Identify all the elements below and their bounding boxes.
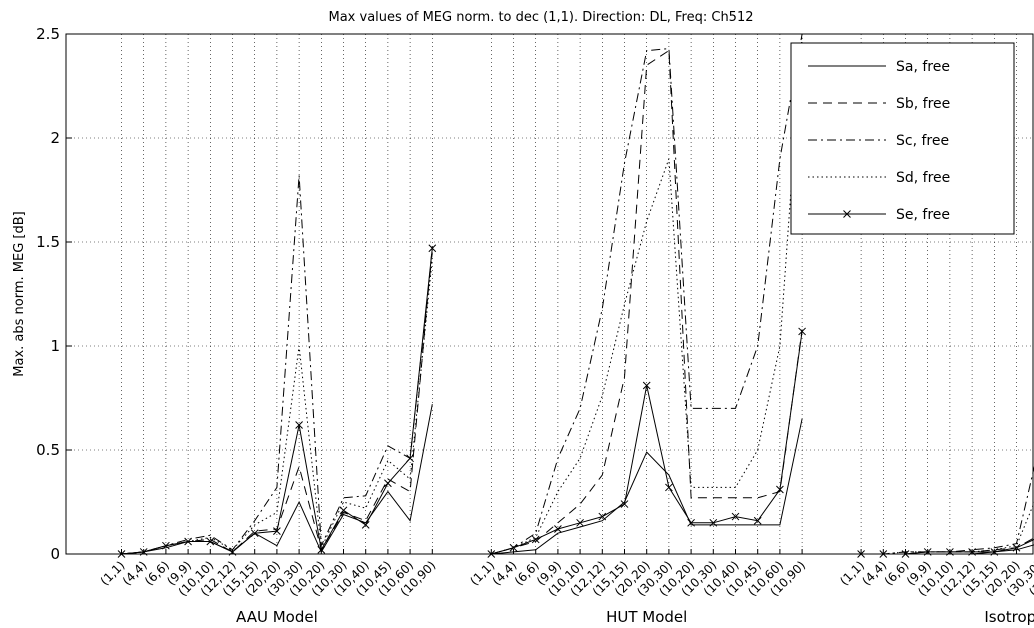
- data-point: [554, 525, 562, 533]
- legend-entry: Sc, free: [896, 133, 949, 149]
- data-point: [162, 541, 170, 550]
- data-point: [531, 535, 540, 544]
- x-tick-label: (1,1): [837, 558, 867, 588]
- y-tick-label: 0.5: [36, 441, 60, 459]
- series: [121, 404, 1034, 555]
- x-tick-label: (6,6): [512, 558, 542, 588]
- series-line: [121, 246, 433, 555]
- data-point: [206, 537, 215, 546]
- legend-entry: Sd, free: [896, 170, 950, 186]
- series: [117, 244, 1034, 558]
- x-tick-label: (6,6): [882, 558, 912, 588]
- data-point: [776, 485, 784, 494]
- grid-lines: [66, 33, 1034, 555]
- data-point: [798, 327, 806, 336]
- y-axis-label: Max. abs norm. MEG [dB]: [12, 211, 27, 376]
- series-line: [861, 544, 1034, 555]
- data-point: [665, 483, 673, 492]
- group-label: HUT Model: [606, 608, 687, 626]
- series-line: [491, 418, 803, 555]
- legend-box: [790, 42, 1015, 235]
- series-line: [861, 465, 1034, 555]
- data-point: [384, 479, 392, 488]
- y-tick-label: 1.5: [36, 233, 60, 251]
- data-point: [428, 244, 437, 253]
- y-tick-label: 0: [50, 545, 60, 563]
- data-point: [361, 521, 370, 529]
- data-point: [273, 527, 281, 535]
- group-label: Isotropic: [984, 608, 1034, 626]
- chart-title: Max values of MEG norm. to dec (1,1). Di…: [329, 10, 754, 25]
- series-line: [861, 539, 1034, 555]
- x-tick-label: (6,6): [142, 558, 172, 588]
- x-tick-label: (1,1): [467, 558, 497, 588]
- legend-entry: Sa, free: [896, 59, 950, 75]
- series-line: [861, 537, 1034, 555]
- data-point: [642, 381, 651, 390]
- data-point: [317, 545, 326, 554]
- axes: [65, 33, 1034, 555]
- legend-entry: Se, free: [896, 207, 950, 223]
- series: [121, 33, 1034, 555]
- data-point: [250, 529, 259, 538]
- data-point: [731, 512, 740, 521]
- series-line: [861, 501, 1034, 555]
- data-point: [753, 516, 762, 525]
- data-point: [406, 454, 414, 463]
- x-tick-labels: (1,1)(4,4)(6,6)(9,9)(10,10)(12,12)(15,15…: [98, 558, 1034, 599]
- y-tick-label: 2: [50, 129, 60, 147]
- group-label: AAU Model: [236, 608, 318, 626]
- data-point: [576, 518, 584, 527]
- group-labels: AAU Model HUT Model Isotropic: [236, 608, 1034, 626]
- legend-entry: Sb, free: [896, 96, 950, 112]
- data-point: [620, 500, 629, 508]
- data-point: [709, 518, 718, 527]
- y-tick-labels: 0 0.5 1 1.5 2 2.5: [36, 25, 60, 563]
- data-point: [339, 506, 348, 515]
- data-point: [1012, 543, 1021, 552]
- x-tick-label: (4,4): [859, 558, 889, 588]
- legend-marker: [843, 210, 851, 218]
- series-line: [491, 49, 803, 555]
- data-point: [687, 518, 695, 527]
- data-point: [184, 537, 192, 546]
- series-line: [491, 33, 803, 555]
- x-tick-label: (4,4): [120, 558, 150, 588]
- x-tick-label: (4,4): [490, 558, 520, 588]
- series-line: [121, 404, 433, 555]
- y-tick-label: 1: [50, 337, 60, 355]
- data-point: [598, 512, 607, 521]
- data-point: [509, 543, 518, 552]
- x-tick-label: (1,1): [98, 558, 128, 588]
- data-point: [295, 421, 303, 429]
- y-tick-label: 2.5: [36, 25, 60, 43]
- legend: Sa, free Sb, free Sc, free Sd, free Se, free: [790, 42, 1015, 235]
- plot-frame: [65, 33, 1034, 555]
- series-line: [121, 175, 433, 555]
